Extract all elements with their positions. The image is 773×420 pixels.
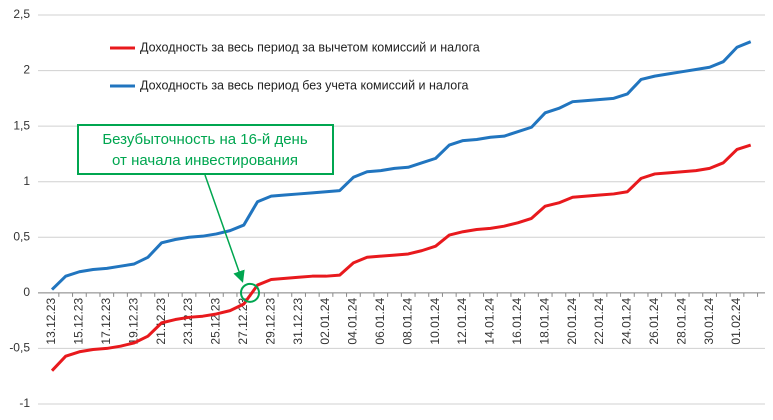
y-tick-label: 0,5 (13, 229, 30, 243)
x-tick-label: 04.01.24 (346, 298, 360, 345)
line (50, 143, 752, 372)
x-tick-label: 30.01.24 (702, 298, 716, 345)
x-tick-label: 13.12.23 (44, 298, 58, 345)
annotation-arrow (204, 174, 245, 283)
x-tick-label: 02.01.24 (318, 298, 332, 345)
y-tick-label: -1 (19, 396, 30, 410)
x-tick-label: 12.01.24 (455, 298, 469, 345)
x-tick-label: 23.12.23 (181, 298, 195, 345)
highlight-circle (240, 282, 260, 303)
legend-label: Доходность за весь период без учета коми… (140, 78, 469, 92)
x-tick-label: 15.12.23 (72, 298, 86, 345)
y-tick-label: 1,5 (13, 118, 30, 132)
annotation: от начала инвестирования (112, 152, 298, 169)
line (50, 40, 752, 291)
x-tick-label: 26.01.24 (647, 298, 661, 345)
x-tick-label: 29.12.23 (263, 298, 277, 345)
annotation-box (77, 124, 334, 175)
y-tick-label: 1 (23, 174, 30, 188)
x-tick-label: 22.01.24 (592, 298, 606, 345)
x-tick-label: 21.12.23 (154, 298, 168, 345)
x-tick-label: 10.01.24 (428, 298, 442, 345)
x-tick-label: 17.12.23 (99, 298, 113, 345)
x-tick-label: 24.01.24 (620, 298, 634, 345)
y-tick-label: -0,5 (9, 341, 30, 355)
y-tick-label: 0 (23, 285, 30, 299)
x-tick-label: 06.01.24 (373, 298, 387, 345)
x-tick-label: 25.12.23 (209, 298, 223, 345)
x-tick-label: 20.01.24 (565, 298, 579, 345)
y-tick-label: 2,5 (13, 7, 30, 21)
x-tick-label: 28.01.24 (674, 298, 688, 345)
legend-label: Доходность за весь период за вычетом ком… (140, 40, 480, 54)
x-tick-label: 16.01.24 (510, 298, 524, 345)
annotation: Безубыточность на 16-й день (102, 131, 308, 148)
x-tick-label: 31.12.23 (291, 298, 305, 345)
x-tick-label: 08.01.24 (400, 298, 414, 345)
x-tick-label: 14.01.24 (483, 298, 497, 345)
x-tick-label: 27.12.23 (236, 298, 250, 345)
x-tick-label: 19.12.23 (126, 298, 140, 345)
x-tick-label: 01.02.24 (729, 298, 743, 345)
x-tick-label: 18.01.24 (537, 298, 551, 345)
y-tick-label: 2 (23, 63, 30, 77)
